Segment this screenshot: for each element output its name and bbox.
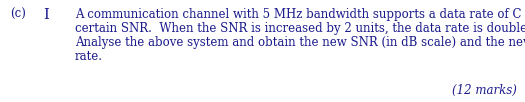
- Text: certain SNR.  When the SNR is increased by 2 units, the data rate is doubled.: certain SNR. When the SNR is increased b…: [75, 22, 525, 35]
- Text: rate.: rate.: [75, 50, 103, 63]
- Text: (12 marks): (12 marks): [452, 84, 517, 97]
- Text: A communication channel with 5 MHz bandwidth supports a data rate of C at a: A communication channel with 5 MHz bandw…: [75, 8, 525, 21]
- Text: I: I: [43, 8, 49, 22]
- Text: Analyse the above system and obtain the new SNR (in dB scale) and the new data: Analyse the above system and obtain the …: [75, 36, 525, 49]
- Text: (c): (c): [10, 8, 26, 21]
